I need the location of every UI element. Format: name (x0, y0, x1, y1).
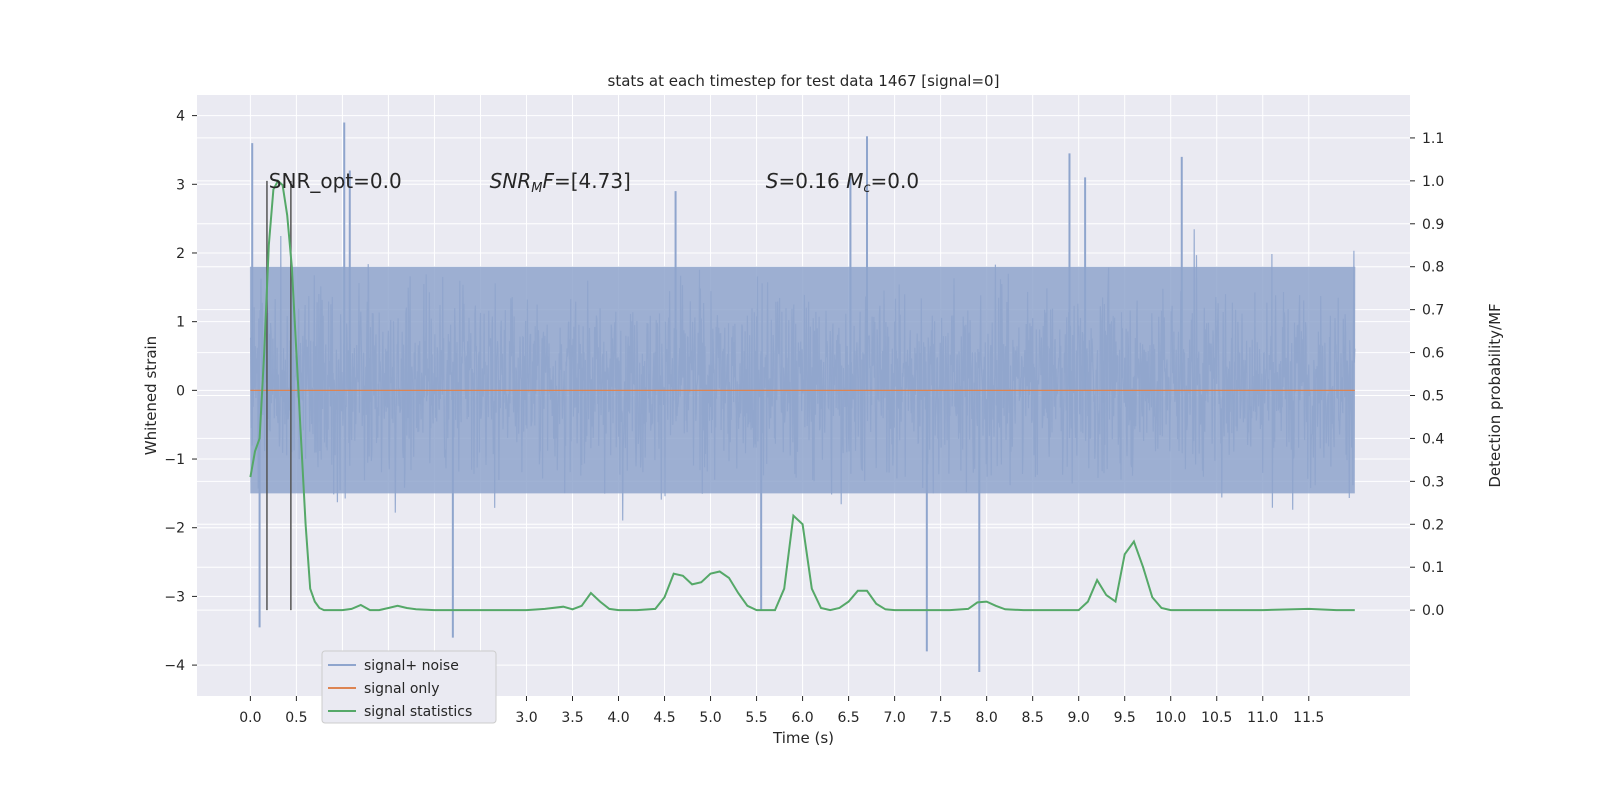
y-right-tick-label: 0.1 (1422, 560, 1444, 576)
x-tick-label: 11.0 (1247, 710, 1278, 726)
series-signal-statistics (249, 179, 1355, 612)
annotation-snr-mf: SNRMF=[4.73] (490, 169, 631, 196)
y-right-tick-label: 0.8 (1422, 260, 1444, 276)
y-left-tick-label: −4 (164, 658, 185, 674)
y-left-tick-label: 2 (176, 246, 185, 262)
y-right-tick-label: 0.4 (1422, 431, 1444, 447)
x-tick-label: 6.0 (791, 710, 813, 726)
x-tick-label: 8.5 (1022, 710, 1044, 726)
x-tick-label: 10.0 (1155, 710, 1186, 726)
x-tick-label: 10.5 (1201, 710, 1232, 726)
y-right-axis-label: Detection probability/MF (1486, 303, 1504, 487)
x-tick-label: 6.5 (837, 710, 859, 726)
y-right-axis-ticks: 1.1 1.0 0.9 0.8 0.7 0.6 0.5 0.4 0.3 0.2 0.1 0.0 (1410, 131, 1444, 619)
y-right-tick-label: 1.1 (1422, 131, 1444, 147)
x-tick-label: 0.5 (285, 710, 307, 726)
x-tick-label: 7.0 (883, 710, 905, 726)
y-left-axis-ticks: 4 3 2 1 0 −1 −2 −3 −4 (164, 109, 197, 674)
y-right-tick-label: 1.0 (1422, 174, 1444, 190)
y-left-axis-label: Whitened strain (142, 336, 160, 455)
legend: signal+ noise signal only signal statistic… (321, 650, 497, 724)
annotations: SNR_opt=0.0 SNRMF=[4.73] S=0.16 Mc=0.0 (269, 169, 919, 196)
x-tick-label: 9.5 (1114, 710, 1136, 726)
series-signal-noise (249, 122, 1356, 672)
y-right-tick-label: 0.3 (1422, 474, 1444, 490)
x-tick-label: 8.0 (976, 710, 998, 726)
x-tick-label: 5.0 (699, 710, 721, 726)
signal-statistics-line (249, 179, 1355, 612)
x-tick-label: 9.0 (1068, 710, 1090, 726)
y-right-tick-label: 0.5 (1422, 389, 1444, 405)
y-right-tick-label: 0.2 (1422, 517, 1444, 533)
noise-core (249, 266, 1356, 494)
y-right-tick-label: 0.9 (1422, 217, 1444, 233)
x-tick-label: 4.5 (653, 710, 675, 726)
legend-label: signal only (364, 681, 439, 697)
y-left-tick-label: 1 (176, 315, 185, 331)
x-axis-label: Time (s) (772, 729, 834, 747)
y-left-tick-label: −1 (164, 452, 185, 468)
legend-box (321, 650, 497, 724)
annotation-stats-s-mc: S=0.16 Mc=0.0 (766, 169, 919, 196)
y-left-tick-label: 3 (176, 177, 185, 193)
chart-title: stats at each timestep for test data 146… (608, 72, 1000, 90)
x-tick-label: 0.0 (239, 710, 261, 726)
x-tick-label: 11.5 (1293, 710, 1324, 726)
y-right-tick-label: 0.6 (1422, 346, 1444, 362)
x-tick-label: 5.5 (745, 710, 767, 726)
x-tick-label: 3.0 (515, 710, 537, 726)
y-left-tick-label: 4 (176, 109, 185, 125)
y-left-tick-label: −2 (164, 521, 185, 537)
x-tick-label: 3.5 (561, 710, 583, 726)
legend-label: signal+ noise (364, 658, 459, 674)
y-left-tick-label: 0 (176, 383, 185, 399)
annotation-snr-opt: SNR_opt=0.0 (269, 169, 402, 193)
x-tick-label: 7.5 (929, 710, 951, 726)
y-right-tick-label: 0.0 (1422, 603, 1444, 619)
legend-label: signal statistics (364, 704, 472, 720)
x-tick-label: 4.0 (607, 710, 629, 726)
y-right-tick-label: 0.7 (1422, 303, 1444, 319)
y-left-tick-label: −3 (164, 589, 185, 605)
